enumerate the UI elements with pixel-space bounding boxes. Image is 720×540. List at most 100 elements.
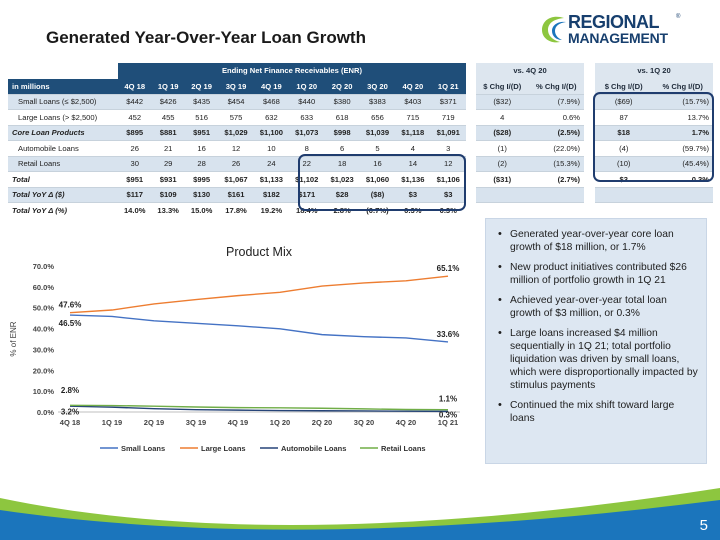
period-header: 1Q 19 (151, 78, 185, 94)
change-cell: 13.7% (652, 109, 713, 125)
table-cell: $109 (151, 186, 185, 203)
vs-1q20-header: vs. 1Q 20 (595, 63, 713, 79)
change-cell: 1.7% (652, 124, 713, 141)
change-cell: 87 (595, 109, 653, 125)
change-cell: (1) (476, 140, 529, 156)
row-label: Small Loans (≤ $2,500) (8, 93, 118, 110)
table-cell: 5 (359, 140, 396, 156)
period-header: 4Q 18 (118, 78, 152, 94)
table-cell: 26 (118, 140, 152, 156)
table-cell: $1,039 (359, 124, 396, 141)
change-cell (652, 186, 713, 203)
legend-label: Small Loans (121, 444, 165, 453)
table-cell: 16 (184, 140, 219, 156)
series-line-large-loans (69, 275, 449, 314)
table-cell: ($8) (359, 186, 396, 203)
change-cell: (45.4%) (652, 155, 713, 172)
period-header: 3Q 20 (359, 78, 396, 94)
table-cell: $1,073 (289, 124, 325, 141)
table-cell: $1,100 (253, 124, 290, 141)
change-cell: $3 (595, 171, 653, 187)
period-header: 3Q 19 (218, 78, 254, 94)
table-cell: 12 (218, 140, 254, 156)
y-axis-label: % of ENR (9, 321, 18, 356)
table-cell: 26 (218, 155, 254, 172)
table-cell: 17.8% (218, 202, 254, 218)
table-cell: 24 (253, 155, 290, 172)
key-points-box: Generated year-over-year core loan growt… (485, 218, 707, 464)
enr-table: Ending Net Finance Receivables (ENR) in … (8, 63, 466, 218)
change-cell: (10) (595, 155, 653, 172)
bullet-item: New product initiatives contributed $26 … (498, 261, 698, 287)
x-tick-label: 1Q 20 (270, 418, 290, 427)
table-cell: $130 (184, 186, 219, 203)
table-cell: $1,091 (430, 124, 466, 141)
change-cell (476, 186, 529, 203)
table-cell: $403 (395, 93, 431, 110)
change-cell: (22.0%) (528, 140, 584, 156)
change-cell (652, 202, 713, 218)
y-tick-label: 0.0% (37, 408, 54, 417)
page-number: 5 (699, 517, 708, 534)
table-cell: $1,118 (395, 124, 431, 141)
table-cell: $3 (430, 186, 466, 203)
table-cell: 656 (359, 109, 396, 125)
data-label: 47.6% (59, 301, 82, 310)
vs-4q20-table: vs. 4Q 20 $ Chg I/(D) % Chg I/(D) ($32)(… (476, 63, 584, 218)
table-cell: $435 (184, 93, 219, 110)
change-cell: ($69) (595, 93, 653, 110)
table-cell: $161 (218, 186, 254, 203)
logo-mark-icon (542, 16, 566, 43)
row-label: Core Loan Products (8, 124, 118, 141)
table-cell: $931 (151, 171, 185, 187)
table-row: (2) (15.3%) (476, 155, 584, 172)
table-cell: $117 (118, 186, 152, 203)
change-cell (595, 202, 653, 218)
table-cell: 28 (184, 155, 219, 172)
table-cell: $371 (430, 93, 466, 110)
chg-pct-header: % Chg I/(D) (652, 78, 713, 94)
table-row: ($28) (2.5%) (476, 124, 584, 141)
period-header: 1Q 20 (289, 78, 325, 94)
logo-text-top: REGIONAL (568, 12, 660, 32)
y-tick-label: 50.0% (33, 304, 55, 313)
table-cell: 15.0% (184, 202, 219, 218)
bullet-item: Continued the mix shift toward large loa… (498, 399, 698, 425)
y-tick-label: 70.0% (33, 262, 55, 271)
table-row: $3 0.3% (595, 171, 713, 187)
table-row: Large Loans (> $2,500) 452 455 516 575 632 633… (8, 109, 466, 125)
y-tick-label: 60.0% (33, 283, 55, 292)
row-label: Large Loans (> $2,500) (8, 109, 118, 125)
table-cell: $951 (118, 171, 152, 187)
legend-label: Large Loans (201, 444, 246, 453)
table-cell: 19.2% (253, 202, 290, 218)
table-cell: $442 (118, 93, 152, 110)
highlight-box-yoy (593, 92, 714, 182)
table-cell: $881 (151, 124, 185, 141)
table-cell: 8 (289, 140, 325, 156)
table-row: ($31) (2.7%) (476, 171, 584, 187)
change-cell: (7.9%) (528, 93, 584, 110)
table-row (595, 186, 713, 203)
data-label: 1.1% (439, 395, 457, 404)
table-cell: 633 (289, 109, 325, 125)
table-cell: $1,102 (289, 171, 325, 187)
table-cell: $468 (253, 93, 290, 110)
page-title: Generated Year-Over-Year Loan Growth (46, 28, 366, 47)
x-tick-label: 4Q 20 (396, 418, 416, 427)
series-line-small-loans (69, 314, 449, 343)
change-cell (528, 186, 584, 203)
period-header: 2Q 20 (324, 78, 360, 94)
row-label: Automobile Loans (8, 140, 118, 156)
table-row: Small Loans (≤ $2,500) $442 $426 $435 $454 $4… (8, 93, 466, 110)
table-cell: $426 (151, 93, 185, 110)
table-cell: 22 (289, 155, 325, 172)
data-label: 33.6% (437, 330, 460, 339)
change-cell: (15.7%) (652, 93, 713, 110)
table-row: (4) (59.7%) (595, 140, 713, 156)
row-label: Retail Loans (8, 155, 118, 172)
table-cell: $1,029 (218, 124, 254, 141)
chg-dollar-header: $ Chg I/(D) (476, 78, 529, 94)
change-cell: (2.5%) (528, 124, 584, 141)
